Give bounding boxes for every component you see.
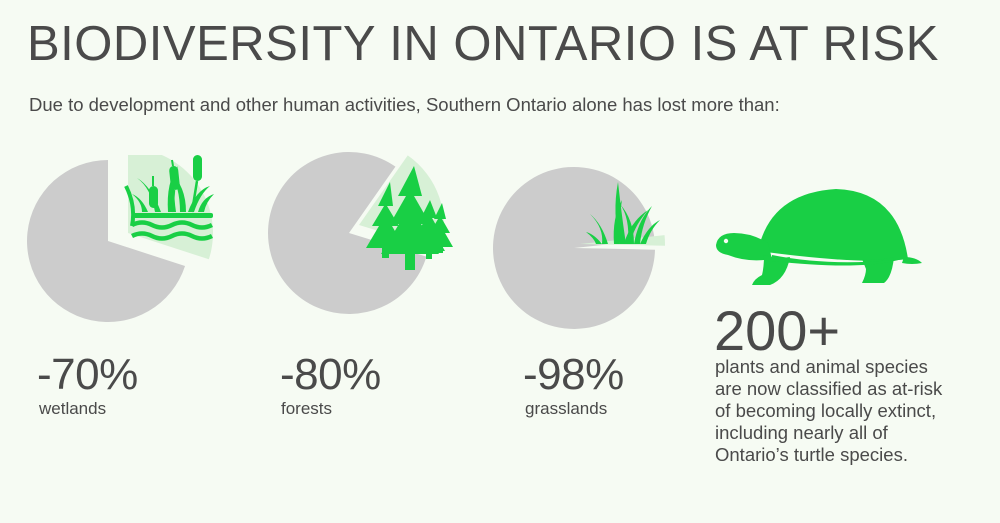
description-line: are now classified as at-risk <box>715 378 943 399</box>
cattail-wetland-icon <box>124 155 214 241</box>
description-line: of becoming locally extinct, <box>715 400 937 421</box>
at-risk-species-count: 200+ <box>714 299 841 362</box>
description-line: including nearly all of <box>715 422 888 443</box>
forests-percent-label: -80% <box>280 350 381 399</box>
forests-category-label: forests <box>281 399 333 418</box>
grass-icon <box>586 182 660 244</box>
pie-slice-remaining <box>27 160 186 322</box>
turtle-icon <box>716 189 922 285</box>
grasslands-category-label: grasslands <box>525 399 608 418</box>
description-line: plants and animal species <box>715 356 928 377</box>
page-title: BIODIVERSITY IN ONTARIO IS AT RISK <box>27 17 939 71</box>
wetlands-category-label: wetlands <box>39 399 107 418</box>
page-subtitle: Due to development and other human activ… <box>29 94 780 115</box>
pine-trees-icon <box>366 166 453 270</box>
wetlands-percent-label: -70% <box>37 350 138 399</box>
grasslands-pie-chart <box>492 166 665 329</box>
at-risk-species-description: plants and animal species are now classi… <box>715 356 985 466</box>
grasslands-percent-label: -98% <box>523 350 624 399</box>
wetlands-pie-chart <box>27 155 214 322</box>
pie-slice-remaining <box>267 152 427 315</box>
forests-pie-chart <box>267 152 453 315</box>
pie-slice-remaining <box>492 166 655 329</box>
description-line: Ontario’s turtle species. <box>715 444 908 465</box>
